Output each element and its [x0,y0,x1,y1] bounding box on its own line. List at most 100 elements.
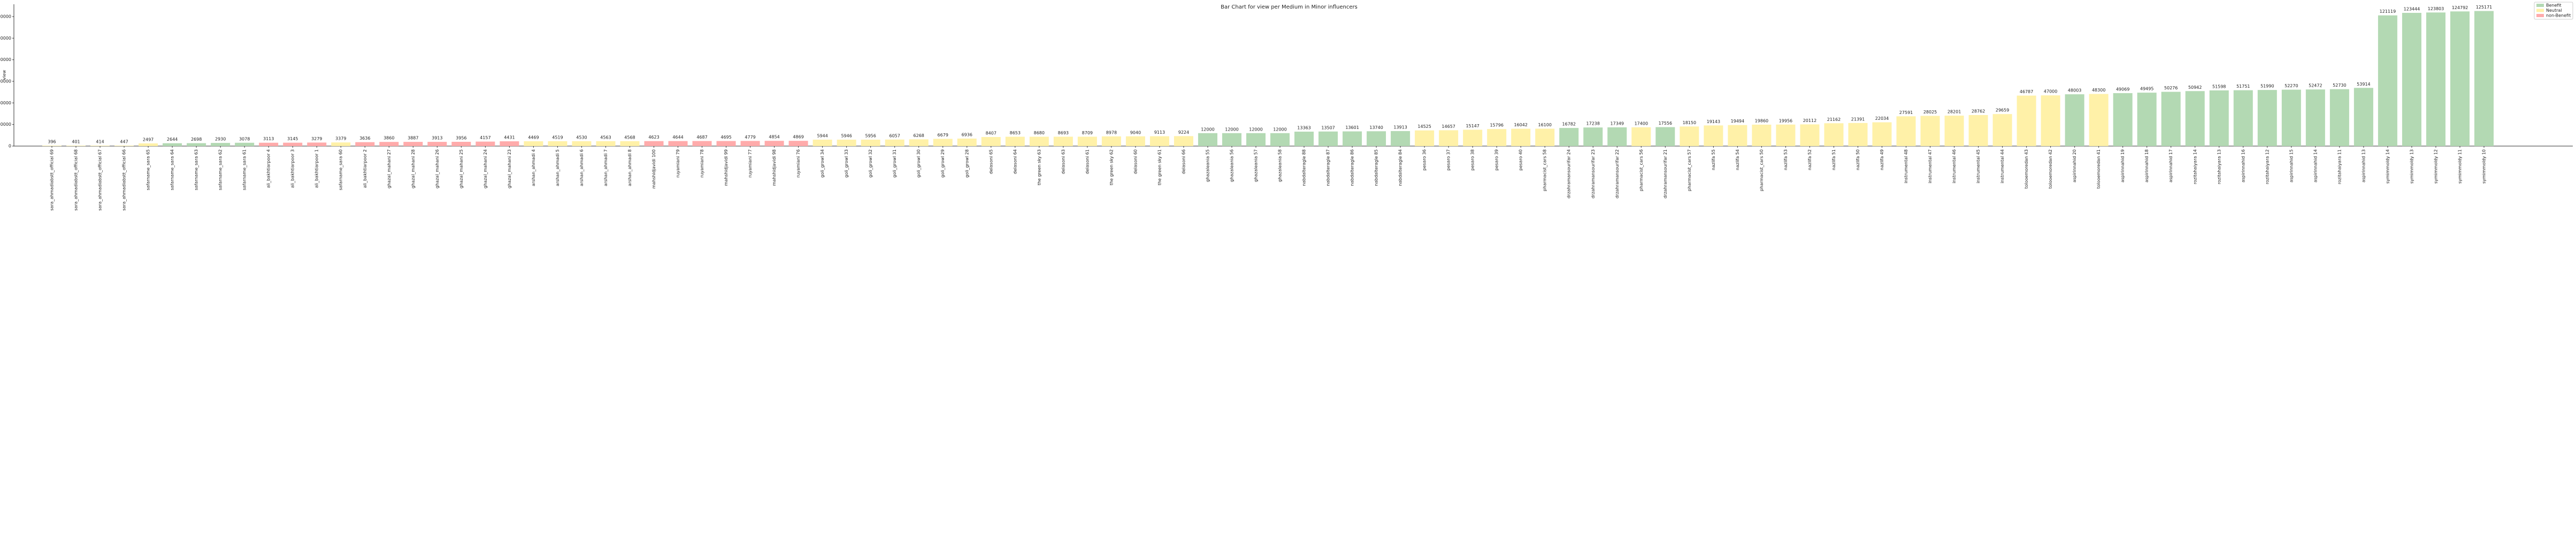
x-tick-label: sara_ahmadiabstt_official 68 [74,149,79,211]
bar [764,141,784,146]
bar [692,141,712,146]
data-label: 16042 [1514,123,1527,127]
bar [1824,123,1844,146]
bar [1005,136,1025,146]
data-label: 51990 [2260,84,2274,89]
data-label: 12000 [1225,127,1238,132]
bar [2474,11,2494,147]
x-tick-label: instrumental 46 [1952,149,1957,184]
bar [2017,95,2036,146]
x-tick-label: safarname_sara 61 [242,149,247,190]
bar [1198,133,1217,146]
data-label: 4869 [793,135,803,140]
x-tick-label: nazlifa 54 [1735,149,1740,170]
data-label: 4695 [720,135,731,140]
y-tick-label: 80000 [0,57,11,62]
data-label: 13913 [1393,125,1407,129]
data-label: 13363 [1297,126,1310,131]
x-tick-label: ruyamiani 79 [676,149,680,178]
data-label: 4530 [576,135,587,140]
data-label: 19956 [1779,118,1792,123]
data-label: 5956 [865,133,876,138]
data-label: 13740 [1369,125,1383,130]
bar [740,141,760,146]
x-tick-label: goli_growl 28 [964,149,969,178]
data-label: 6936 [962,133,972,138]
bar [451,142,471,146]
bar [427,142,447,146]
bar [2065,94,2084,146]
bar [163,143,182,146]
x-tick-label: rozitahaiyara 13 [2217,149,2221,184]
y-tick-label: 40000 [0,101,11,105]
x-tick-label: nazlifa 49 [1880,149,1884,170]
x-tick-label: tolooemoredan 41 [2096,149,2101,188]
data-label: 18150 [1683,120,1696,125]
x-tick-label: ghazaleania 55 [1205,149,1210,182]
x-tick-label: arshan_ahmadi 7 [603,149,608,186]
data-label: 28762 [1972,109,1985,113]
bar [572,141,592,146]
x-tick-label: goli_growl 32 [868,149,873,178]
bar [2209,90,2229,146]
bar [668,141,688,146]
data-label: 4779 [745,135,755,140]
bar [1728,125,1747,146]
bar [837,140,856,146]
x-tick-label: drzahramansourifar 23 [1591,149,1596,199]
data-label: 125171 [2476,5,2493,10]
data-label: 50942 [2188,85,2202,90]
bar [1992,114,2012,146]
data-label: 123444 [2404,7,2420,12]
x-tick-label: ali_bakhtiarpoor 2 [363,149,367,188]
data-label: 3913 [432,136,442,141]
data-label: 447 [120,140,128,144]
legend-swatch [2536,9,2544,12]
x-tick-label: the green sky 62 [1109,149,1114,185]
data-label: 21391 [1851,117,1865,121]
x-tick-label: goli_growl 34 [820,149,825,178]
data-label: 16782 [1562,122,1576,127]
x-tick-label: symimmoldy 11 [2457,149,2462,184]
x-tick-label: ali_bakhtiarpoor 4 [266,149,271,188]
bar [1752,124,1772,146]
data-label: 3078 [239,136,250,141]
x-tick-label: pesaro 40 [1519,149,1523,171]
data-label: 3887 [408,136,418,141]
x-tick-label: aspirinnahid 18 [2144,149,2149,182]
y-axis-label: view [2,70,7,80]
data-label: 17400 [1635,121,1648,126]
data-label: 28025 [1923,110,1937,115]
data-label: 9113 [1154,130,1165,135]
x-tick-label: sara_ahmadiabstt_official 69 [50,149,55,211]
data-label: 4469 [528,135,539,140]
bar [403,142,423,146]
x-tick-label: ali_bakhtiarpoor 3 [290,149,295,188]
x-tick-label: aspirinnahid 14 [2313,149,2318,182]
x-tick-label: aspirinnahid 15 [2289,149,2294,182]
bar [1920,116,1940,146]
bar [2113,93,2133,146]
bar [1077,136,1097,146]
data-label: 8693 [1058,131,1069,135]
chart-title: Bar Chart for view per Medium in Minor i… [1221,4,1358,10]
x-tick-label: safarname_sara 63 [194,149,199,190]
data-label: 121119 [2380,9,2396,14]
data-label: 8653 [1010,131,1021,135]
x-tick-label: safarname_sara 62 [218,149,223,190]
bar [211,143,231,146]
data-label: 12000 [1273,127,1286,132]
bar [644,141,664,146]
x-tick-label: pesaro 39 [1494,149,1499,171]
x-tick-label: nabdalteragle 84 [1398,149,1403,186]
data-label: 9224 [1178,130,1189,135]
x-tick-label: tolooemoredan 42 [2048,149,2053,188]
bar [379,142,399,146]
x-tick-label: symimmoldy 13 [2409,149,2414,184]
data-label: 6268 [914,133,924,138]
legend-swatch [2536,14,2544,17]
data-label: 5944 [817,134,827,139]
bar [1391,131,1410,146]
data-label: 17238 [1586,121,1600,126]
data-label: 8680 [1034,131,1045,135]
